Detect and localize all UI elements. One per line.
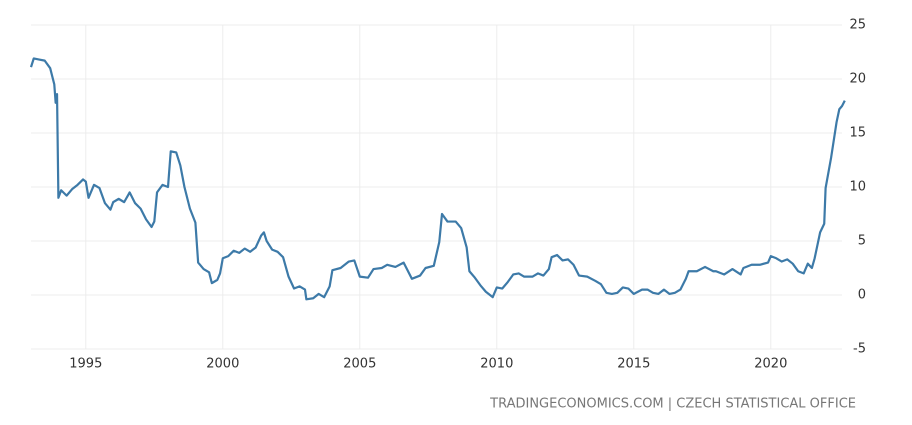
y-tick-label: -5	[853, 342, 866, 357]
x-tick-label: 2005	[343, 357, 376, 372]
y-tick-label: 20	[849, 72, 866, 87]
y-tick-label: 25	[849, 18, 866, 33]
x-tick-label: 2015	[617, 357, 650, 372]
y-tick-label: 10	[849, 180, 866, 195]
source: TRADINGECONOMICS.COM | CZECH STATISTICAL…	[489, 397, 856, 412]
x-tick-label: 1995	[69, 357, 102, 372]
y-tick-label: 15	[849, 126, 866, 141]
y-tick-label: 5	[858, 234, 866, 249]
line	[29, 57, 846, 301]
y-tick-label: 0	[858, 288, 866, 303]
x-tick-label: 2000	[206, 357, 239, 372]
x-tick-label: 2010	[480, 357, 513, 372]
x-tick-label: 2020	[754, 357, 787, 372]
